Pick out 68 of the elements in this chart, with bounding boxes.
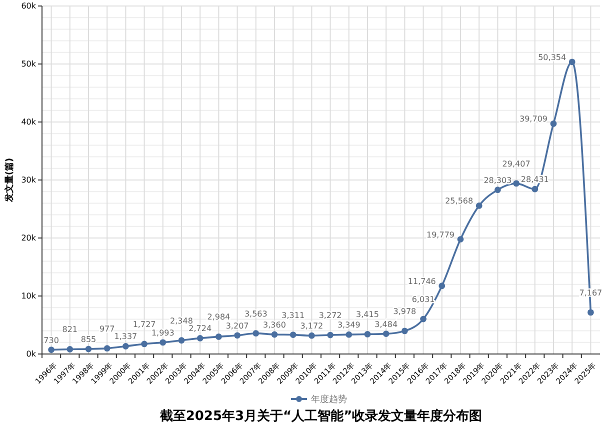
point: [476, 202, 482, 209]
y-tick-label: 40k: [21, 118, 36, 127]
point: [438, 282, 446, 290]
y-tick-label: 30k: [21, 176, 36, 185]
text: 3,172: [300, 322, 324, 331]
point: [252, 330, 260, 337]
text: 3,207: [226, 321, 249, 330]
point: [420, 316, 426, 322]
text: 855: [80, 335, 96, 344]
point: [122, 343, 129, 350]
point: [568, 58, 576, 66]
point: [402, 328, 408, 334]
text: 2,724: [188, 324, 212, 334]
point: [216, 333, 222, 340]
point: [234, 332, 240, 339]
point: [48, 346, 54, 353]
point: [178, 337, 185, 344]
text: 977: [99, 324, 115, 334]
point: [85, 346, 92, 352]
text: 3,311: [282, 310, 305, 320]
y-axis-title: 发文量(篇): [4, 158, 15, 204]
text: 1,337: [114, 332, 138, 342]
point: [346, 331, 352, 338]
text: 3,563: [244, 309, 268, 318]
text: 1,993: [151, 328, 174, 338]
point: [160, 339, 166, 346]
point: [550, 120, 557, 127]
text: 3,272: [318, 311, 342, 320]
text: 19,779: [426, 230, 454, 240]
text: 29,407: [502, 159, 530, 168]
text: 3,978: [393, 306, 416, 316]
point: [382, 330, 390, 337]
text: 3,415: [356, 310, 379, 320]
point: [513, 180, 520, 187]
y-tick-label: 60k: [21, 2, 36, 11]
point: [494, 186, 501, 194]
point: [104, 345, 110, 352]
text: 39,709: [520, 114, 548, 124]
point: [532, 186, 538, 192]
point: [141, 340, 148, 348]
text: 730: [44, 336, 59, 345]
point: [364, 330, 371, 338]
text: 821: [62, 325, 78, 334]
text: 3,484: [374, 320, 398, 329]
text: 6,031: [412, 295, 435, 304]
point: [271, 331, 278, 338]
y-tick-label: 50k: [21, 60, 36, 69]
text: 28,303: [484, 176, 512, 185]
y-tick-label: 10k: [21, 292, 36, 301]
y-tick-label: 20k: [21, 234, 36, 243]
text: 截至2025年3月关于“人工智能”收录发文量年度分布图: [158, 408, 482, 424]
text: 50,354: [538, 52, 566, 62]
legend-label: 年度趋势: [311, 394, 347, 405]
point: [66, 346, 74, 352]
text: 3,360: [263, 320, 286, 330]
point: [196, 335, 204, 342]
point: [327, 332, 334, 338]
point: [290, 332, 296, 338]
text: 3,349: [337, 320, 360, 330]
text: 1,727: [132, 320, 156, 329]
point: [457, 236, 464, 242]
point: [588, 309, 594, 316]
y-tick-label: 0k: [26, 350, 36, 359]
text: 11,746: [408, 276, 436, 286]
text: 2,984: [207, 312, 230, 322]
point: [308, 332, 315, 339]
text: 2,348: [170, 316, 193, 326]
text: 25,568: [445, 196, 474, 206]
